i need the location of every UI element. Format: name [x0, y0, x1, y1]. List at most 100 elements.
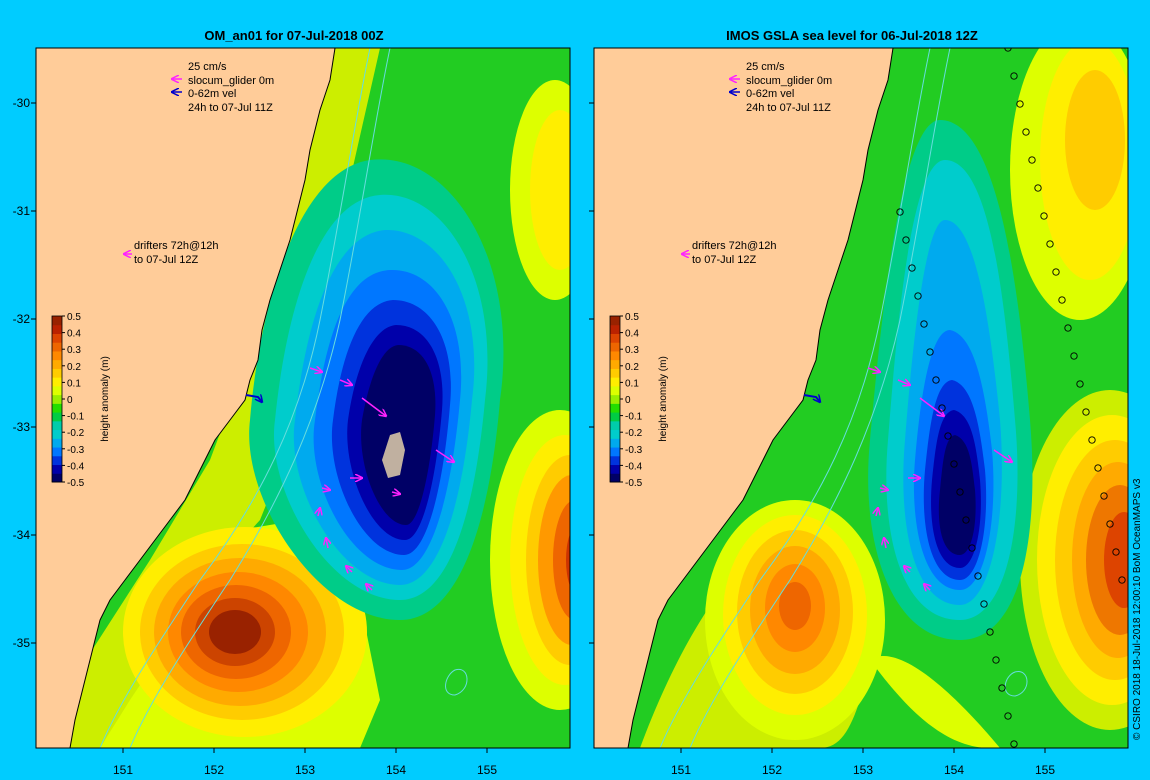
- colorbar-tick-label: 0.5: [625, 312, 639, 323]
- lon-tick-label: 154: [944, 763, 964, 777]
- credit-text: © CSIRO 2018 18-Jul-2018 12:00:10 BoM Oc…: [1132, 478, 1143, 740]
- track-point: [1082, 408, 1090, 416]
- colorbar-swatch: [610, 377, 620, 387]
- colorbar-swatch: [610, 473, 620, 483]
- colorbar-swatch: [610, 316, 620, 326]
- colorbar-swatch: [610, 342, 620, 352]
- lon-tick-label: 153: [853, 763, 873, 777]
- colorbar-swatch: [52, 377, 62, 387]
- colorbar-tick-label: -0.3: [625, 445, 643, 456]
- colorbar-swatch: [610, 438, 620, 448]
- track-point: [1004, 48, 1012, 52]
- colorbar-tick-label: -0.2: [625, 428, 643, 439]
- track-point: [1064, 324, 1072, 332]
- colorbar-label: height anomaly (m): [100, 356, 111, 442]
- track-point: [1052, 268, 1060, 276]
- right-map-frame: [593, 47, 1129, 749]
- left-colorbar: 0.5 0.4 0.3 0.2 0.1 0 -0.1 -0.2 -0.3 -0.4 -0.5 heig…: [51, 312, 111, 489]
- track-point: [1028, 156, 1036, 164]
- colorbar-swatch: [52, 316, 62, 326]
- track-point: [1022, 128, 1030, 136]
- left-legend: 25 cm/s slocum_glider 0m 0-62m vel 24h t…: [124, 61, 274, 266]
- track-point: [980, 600, 988, 608]
- legend-vel: 0-62m vel: [188, 88, 236, 100]
- right-colorbar: 0.5 0.4 0.3 0.2 0.1 0 -0.1 -0.2 -0.3 -0.4 -0.5 heig…: [609, 312, 669, 489]
- track-point: [1088, 436, 1096, 444]
- drifter-arrow: [361, 397, 386, 416]
- track-point: [1058, 296, 1066, 304]
- track-point: [1112, 548, 1120, 556]
- colorbar-tick-label: -0.1: [67, 412, 85, 423]
- drifter-arrow: [346, 566, 352, 572]
- lat-tick-label: -34: [13, 528, 31, 542]
- right-panel: IMOS GSLA sea level for 06-Jul-2018 12Z: [593, 28, 1129, 749]
- colorbar-swatch: [610, 447, 620, 457]
- colorbar-swatch: [52, 412, 62, 422]
- drifter-arrow: [879, 488, 888, 490]
- track-point: [1094, 464, 1102, 472]
- colorbar-tick-label: -0.2: [67, 428, 85, 439]
- colorbar-swatch: [52, 473, 62, 483]
- colorbar-tick-label: 0.2: [67, 362, 81, 373]
- lat-tick-label: -33: [13, 420, 31, 434]
- track-point: [986, 628, 994, 636]
- drifter-arrow: [326, 538, 328, 549]
- colorbar-swatch: [610, 324, 620, 334]
- lon-tick-label: 154: [386, 763, 406, 777]
- altimeter-track-points: [896, 48, 1126, 748]
- drifter-arrow: [884, 538, 886, 549]
- drifter-arrow: [924, 584, 930, 590]
- legend-drifters: drifters 72h@12h: [692, 240, 777, 252]
- lon-tick-label: 152: [762, 763, 782, 777]
- colorbar-swatch: [610, 420, 620, 431]
- colorbar-tick-label: -0.5: [67, 478, 85, 489]
- track-point: [1046, 240, 1054, 248]
- colorbar-swatch: [610, 385, 620, 396]
- track-point: [974, 572, 982, 580]
- drifter-arrow: [919, 397, 944, 416]
- colorbar-swatch: [52, 333, 62, 343]
- track-point: [1040, 212, 1048, 220]
- drifter-arrow: [867, 368, 880, 372]
- colorbar-tick-label: 0.2: [625, 362, 639, 373]
- colorbar-swatch: [52, 429, 62, 439]
- colorbar-tick-label: -0.1: [625, 412, 643, 423]
- track-point: [944, 432, 952, 440]
- legend-window: 24h to 07-Jul 11Z: [746, 102, 831, 114]
- colorbar-tick-label: 0.3: [625, 345, 639, 356]
- lat-tick-label: -30: [13, 96, 31, 110]
- lon-tick-label: 151: [671, 763, 691, 777]
- colorbar-swatch: [610, 333, 620, 343]
- right-axes: 151 152 153 154 155: [589, 102, 1055, 777]
- glider-vel-arrow: [803, 394, 820, 402]
- legend-window: 24h to 07-Jul 11Z: [188, 102, 273, 114]
- drifter-arrow: [366, 584, 372, 590]
- drifter-arrow: [876, 508, 878, 517]
- colorbar-tick-label: 0.4: [67, 329, 81, 340]
- left-map-frame: [35, 47, 571, 749]
- track-point: [1034, 184, 1042, 192]
- track-point: [920, 320, 928, 328]
- colorbar-swatch: [610, 429, 620, 439]
- track-point: [896, 208, 904, 216]
- lon-tick-label: 155: [477, 763, 497, 777]
- left-axes: 151 152 153 154 155 -30 -31 -32 -33 -34 -35: [13, 96, 498, 777]
- colorbar-swatch: [52, 385, 62, 396]
- drifter-arrow: [897, 380, 910, 385]
- drifter-arrow: [904, 566, 910, 572]
- lon-tick-label: 152: [204, 763, 224, 777]
- colorbar-swatch: [610, 403, 620, 413]
- right-panel-title: IMOS GSLA sea level for 06-Jul-2018 12Z: [726, 28, 978, 43]
- drifter-arrow: [435, 449, 454, 462]
- legend-scale: 25 cm/s: [188, 61, 227, 73]
- legend-drifters: drifters 72h@12h: [134, 240, 219, 252]
- left-panel-title: OM_an01 for 07-Jul-2018 00Z: [204, 28, 383, 43]
- track-point: [1004, 712, 1012, 720]
- colorbar-swatch: [52, 438, 62, 448]
- right-map-field: [594, 48, 1128, 748]
- track-point: [1118, 576, 1126, 584]
- lon-tick-label: 155: [1035, 763, 1055, 777]
- colorbar-tick-label: 0.5: [67, 312, 81, 323]
- colorbar-swatch: [610, 350, 620, 361]
- colorbar-swatch: [52, 464, 62, 474]
